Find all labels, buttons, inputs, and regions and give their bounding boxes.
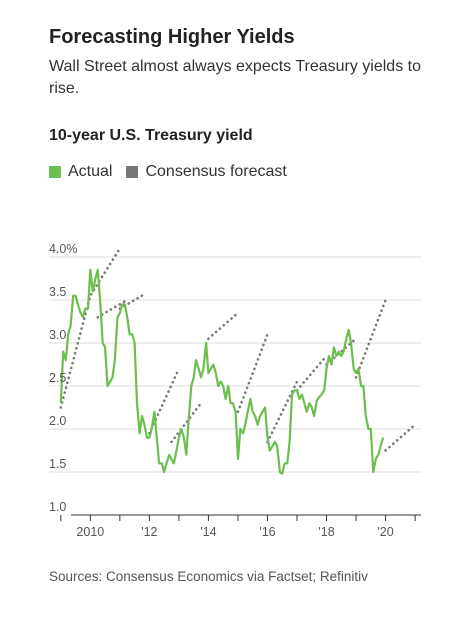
chart-subtitle: Wall Street almost always expects Treasu… [49,58,421,97]
actual-line [59,268,385,475]
legend: Actual Consensus forecast [49,161,301,183]
y-tick-label: 2.5 [49,371,66,385]
forecast-line [295,354,328,392]
legend-label-forecast: Consensus forecast [145,163,287,180]
x-tick-label: '12 [141,525,157,539]
forecast-line [207,311,240,340]
legend-label-actual: Actual [68,163,113,180]
x-tick-label: '14 [200,525,216,539]
y-tick-label: 1.0 [49,500,66,514]
y-tick-label: 2.0 [49,414,66,428]
forecast-line [59,247,122,409]
x-tick-label: '16 [259,525,275,539]
legend-item-forecast: Consensus forecast [126,163,287,181]
forecast-line [354,298,387,379]
forecast-line [384,423,417,452]
forecast-line [118,294,144,310]
forecast-line [170,401,203,444]
y-tick-label: 3.0 [49,328,66,342]
legend-item-actual: Actual [49,163,112,181]
chart-series-label: 10-year U.S. Treasury yield [49,127,253,144]
source-note: Sources: Consensus Economics via Factset… [49,569,368,584]
gridlines [49,256,421,473]
y-tick-label: 1.5 [49,457,66,471]
forecast-line [266,380,299,444]
x-tick-label: 2010 [76,525,104,539]
y-tick-label: 4.0% [49,242,78,256]
x-tick-label: '20 [377,525,393,539]
forecast-line [325,337,358,366]
forecast-series [59,247,417,452]
x-tick-label: '18 [318,525,334,539]
legend-swatch-forecast [126,166,139,178]
tick-labels: 4.0% 3.5 3.0 2.5 2.0 1.5 1.0 2010 '12 '14 '16 '18 '2… [49,242,394,539]
y-tick-label: 3.5 [49,285,66,299]
actual-series [59,268,385,475]
legend-swatch-actual [49,166,61,178]
forecast-line [148,367,181,435]
forecast-line [96,298,129,319]
forecast-line [236,333,269,414]
x-axis [60,514,421,521]
chart-title: Forecasting Higher Yields [49,26,295,48]
